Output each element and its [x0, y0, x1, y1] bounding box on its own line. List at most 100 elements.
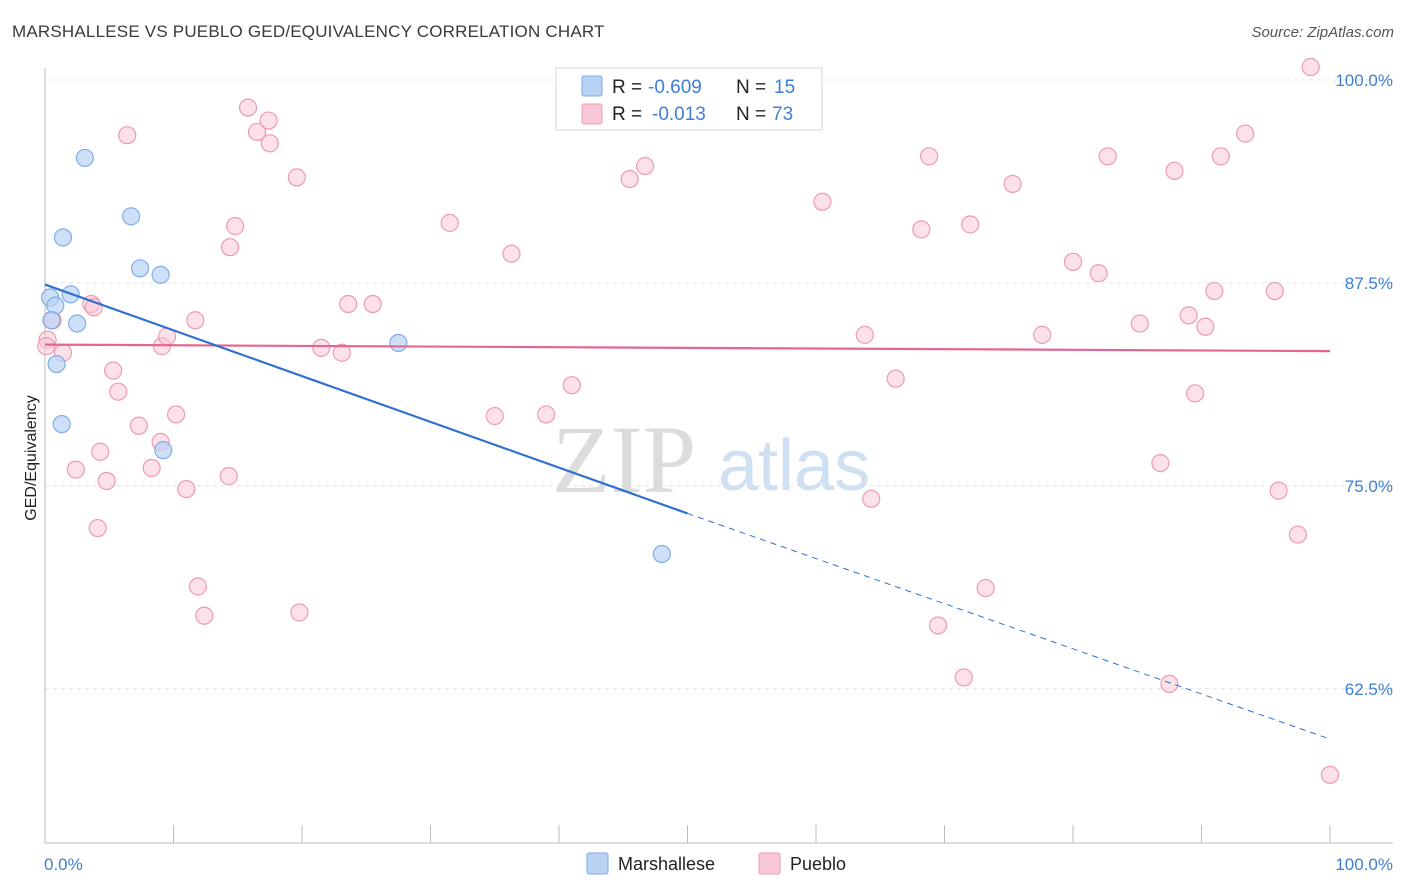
legend-r-label: R =: [612, 104, 642, 125]
pueblo-point: [177, 479, 196, 499]
gridlines: [45, 79, 1393, 690]
pueblo-point: [485, 406, 504, 426]
bottom-swatch-marshallese: [586, 852, 609, 875]
legend-swatch-pueblo: [581, 103, 603, 125]
pueblo-point: [247, 122, 267, 142]
y-tick-label: 100.0%: [1335, 71, 1393, 90]
pueblo-point: [97, 471, 116, 491]
y-tick-labels: 62.5% 75.0% 87.5% 100.0%: [1335, 71, 1393, 699]
marshallese-point: [47, 354, 66, 374]
pueblo-point: [226, 217, 245, 236]
pueblo-point: [1063, 252, 1083, 271]
pueblo-point: [332, 343, 351, 362]
pueblo-point: [88, 518, 107, 538]
pueblo-point: [813, 192, 832, 211]
pueblo-point: [1098, 147, 1117, 166]
series-legend: Marshallese Pueblo: [586, 852, 846, 875]
legend-n-value: 73: [772, 104, 793, 125]
marshallese-point: [42, 311, 61, 330]
pueblo-point: [1196, 317, 1215, 336]
source-credit: Source: ZipAtlas.com: [1251, 24, 1394, 41]
pueblo-point: [1165, 161, 1184, 181]
marshallese-point: [151, 265, 170, 284]
pueblo-point: [363, 294, 382, 314]
legend-n-label: N =: [736, 104, 766, 125]
pueblo-point: [195, 606, 214, 625]
pueblo-point: [339, 294, 358, 314]
pueblo-point: [220, 238, 240, 257]
pueblo-point: [1205, 281, 1224, 301]
pueblo-point: [186, 311, 205, 330]
pueblo-point: [166, 405, 186, 424]
pueblo-point: [290, 603, 309, 622]
marshallese-point: [652, 544, 671, 564]
trend-lines: [44, 283, 1331, 740]
pueblo-point: [440, 213, 459, 232]
legend-r-label: R =: [612, 77, 642, 98]
pueblo-point: [1179, 306, 1198, 325]
pueblo-point: [129, 416, 148, 435]
pueblo-point: [1089, 264, 1108, 283]
marshallese-point: [75, 148, 94, 168]
pueblo-point: [104, 361, 123, 380]
marshallese-point: [389, 333, 408, 353]
legend-pueblo-label: Pueblo: [790, 854, 846, 874]
axes: [44, 68, 1393, 844]
pueblo-point: [976, 579, 995, 598]
pueblo-point: [1151, 454, 1170, 473]
x-tick-label: 0.0%: [44, 855, 83, 874]
pueblo-point: [912, 220, 931, 239]
marshallese-point: [68, 314, 87, 333]
y-tick-label: 62.5%: [1345, 680, 1393, 699]
marshallese-point: [130, 259, 150, 278]
pueblo-point: [1160, 674, 1179, 694]
pueblo-point: [142, 458, 161, 478]
watermark-atlas: atlas: [718, 426, 870, 506]
legend-n-value: 15: [774, 77, 795, 98]
pueblo-point: [1003, 174, 1022, 193]
pueblo-point: [928, 616, 948, 635]
legend-r-value: -0.013: [652, 104, 706, 125]
y-axis-label: GED/Equivalency: [23, 395, 40, 520]
pueblo-point: [1265, 281, 1284, 301]
legend-swatch-marshallese: [581, 75, 603, 97]
pueblo-point: [1320, 765, 1340, 784]
marshallese-point: [53, 228, 73, 247]
pueblo-point: [188, 577, 208, 596]
x-tick-label: 100.0%: [1335, 855, 1393, 874]
pueblo-point: [502, 244, 521, 263]
pueblo-point: [1185, 384, 1205, 403]
x-tick-labels: 0.0% 100.0%: [44, 855, 1393, 874]
pueblo-point: [1236, 124, 1255, 143]
pueblo-point: [635, 156, 655, 176]
y-tick-label: 75.0%: [1345, 477, 1393, 496]
pueblo-point: [562, 376, 581, 395]
chart-title: MARSHALLESE VS PUEBLO GED/EQUIVALENCY CO…: [12, 22, 605, 41]
pueblo-point: [1288, 525, 1307, 544]
pueblo-point: [260, 134, 279, 153]
marshallese-point: [52, 415, 71, 434]
pueblo-point: [1130, 314, 1149, 333]
y-tick-label: 87.5%: [1345, 274, 1393, 293]
pueblo-point: [954, 668, 973, 687]
pueblo-point: [238, 98, 258, 117]
pueblo-point: [37, 337, 56, 356]
marshallese-point: [154, 441, 173, 460]
pueblo-point: [287, 168, 306, 187]
pueblo-point: [862, 489, 881, 508]
pueblo-point: [1269, 481, 1288, 500]
pueblo-point: [1033, 325, 1052, 344]
legend-r-value: -0.609: [648, 77, 702, 98]
pueblo-point: [109, 382, 128, 401]
pueblo-point: [66, 460, 85, 479]
legend-n-label: N =: [736, 77, 766, 98]
pueblo-point: [312, 338, 331, 357]
bottom-swatch-pueblo: [758, 852, 781, 875]
correlation-legend: R = -0.609 N = 15 R = -0.013 N = 73: [555, 67, 823, 131]
pueblo-point: [259, 111, 278, 130]
marshallese-trend-extension: [687, 512, 1331, 740]
pueblo-point: [886, 369, 905, 388]
pueblo-point: [219, 467, 238, 486]
pueblo-point: [855, 325, 874, 344]
